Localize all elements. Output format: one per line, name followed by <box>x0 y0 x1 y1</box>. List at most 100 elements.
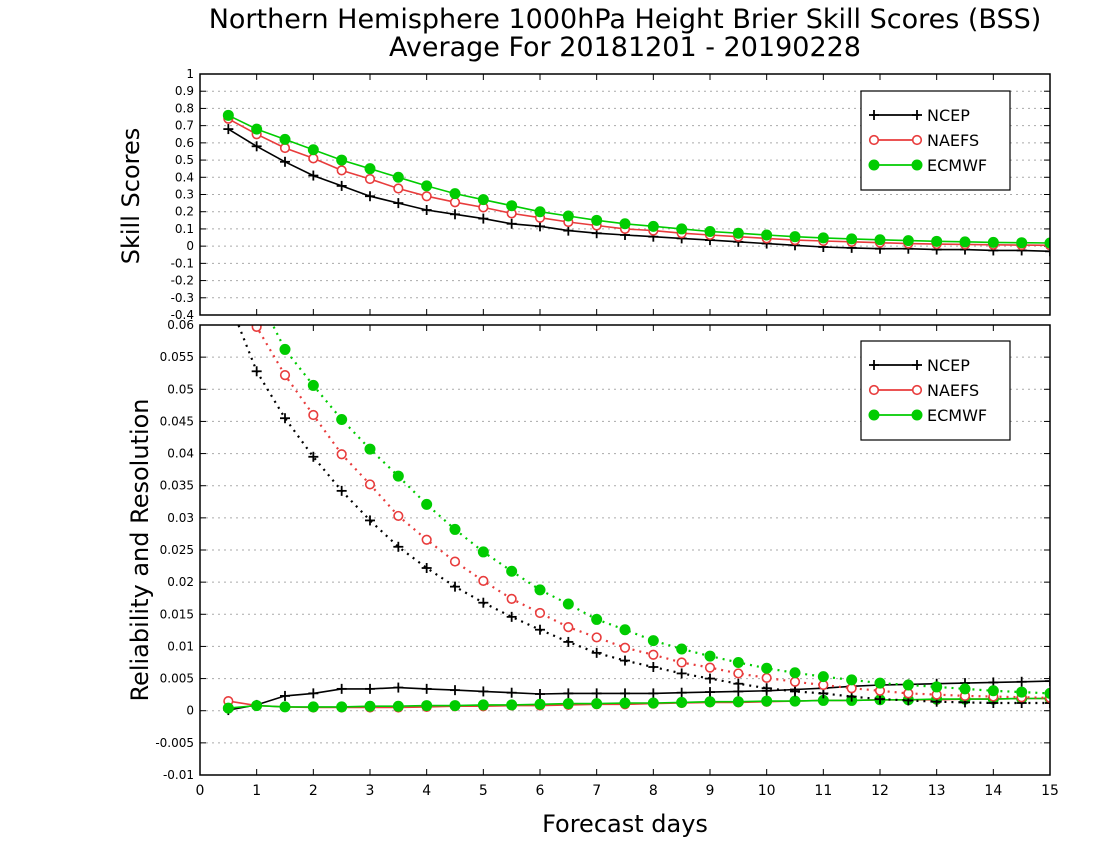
legend-label-ecmwf: ECMWF <box>927 406 987 425</box>
data-point-ncep <box>251 141 262 152</box>
y-tick-label-bottom: 0.04 <box>167 447 194 461</box>
data-point-naefs <box>478 575 489 586</box>
legend-marker-naefs <box>911 134 923 146</box>
data-point-ecmwf <box>761 229 773 241</box>
data-point-ecmwf <box>1016 686 1028 698</box>
legend-label-naefs: NAEFS <box>927 381 979 400</box>
data-point-ecmwf <box>789 231 801 243</box>
x-tick-label: 9 <box>706 783 715 799</box>
data-point-ecmwf <box>534 584 546 596</box>
data-point-ecmwf <box>676 696 688 708</box>
data-point-ncep <box>1045 698 1050 708</box>
legend-marker-ecmwf <box>911 159 923 171</box>
data-point-ncep <box>308 451 319 462</box>
data-point-ecmwf <box>846 233 858 245</box>
data-point-ecmwf <box>761 662 773 674</box>
data-point-ecmwf <box>647 220 659 232</box>
y-tick-label-bottom: 0.055 <box>160 350 194 364</box>
panel-frame-bottom <box>199 324 1051 776</box>
data-point-ecmwf <box>279 133 291 145</box>
data-point-ecmwf <box>421 498 433 510</box>
data-point-ecmwf <box>789 667 801 679</box>
data-point-ecmwf <box>591 214 603 226</box>
legend-marker-ecmwf <box>868 409 880 421</box>
data-point-ncep <box>535 689 545 699</box>
data-point-naefs <box>336 165 347 176</box>
legend-marker-naefs <box>911 384 923 396</box>
x-tick-label: 13 <box>928 783 946 799</box>
data-point-ncep <box>280 413 290 424</box>
data-point-ecmwf <box>449 700 461 712</box>
legend-label-ecmwf: ECMWF <box>927 156 987 175</box>
data-point-naefs <box>676 657 687 668</box>
data-point-ncep <box>563 636 574 647</box>
y-tick-label-bottom: -0.01 <box>163 768 194 782</box>
x-tick-label: 5 <box>479 783 488 799</box>
data-point-naefs <box>563 622 574 633</box>
data-point-ecmwf <box>449 523 461 535</box>
data-point-ncep <box>421 683 432 694</box>
legend-marker-ecmwf <box>868 159 880 171</box>
y-tick-label-top: 0.2 <box>175 205 194 219</box>
data-point-ecmwf <box>846 674 858 686</box>
x-tick-label: 10 <box>758 783 776 799</box>
data-point-ncep <box>676 687 687 698</box>
y-tick-label-bottom: 0.01 <box>167 639 194 653</box>
data-point-ncep <box>1016 676 1027 687</box>
y-tick-label-bottom: 0.05 <box>167 382 194 396</box>
data-point-ncep <box>506 218 517 229</box>
y-tick-label-top: 0.5 <box>175 153 194 167</box>
data-point-ncep <box>563 225 574 236</box>
data-point-ncep <box>450 209 460 220</box>
data-point-naefs <box>308 153 319 164</box>
data-point-ecmwf <box>1044 687 1050 699</box>
data-point-ncep <box>1045 246 1050 257</box>
legend-marker-ncep <box>912 360 922 370</box>
data-point-ncep <box>535 624 545 635</box>
chart-title: Northern Hemisphere 1000hPa Height Brier… <box>208 4 1042 35</box>
x-tick-label: 14 <box>984 783 1002 799</box>
data-point-ncep <box>591 647 602 658</box>
reliability-resolution-panel: -0.01 -0.005 0 0.005 0.01 0.015 0.02 0.025 0.03 0… <box>155 243 1059 799</box>
data-point-ecmwf <box>987 236 999 248</box>
data-point-ecmwf <box>392 470 404 482</box>
y-tick-label-top: 0.9 <box>175 84 194 98</box>
series-group-top <box>222 109 1050 257</box>
data-point-ncep <box>478 597 489 608</box>
legend-marker-ncep <box>869 360 879 370</box>
x-tick-label: 2 <box>309 783 318 799</box>
data-point-ecmwf <box>223 243 233 253</box>
data-point-ncep <box>733 678 744 689</box>
data-point-ecmwf <box>1044 237 1050 249</box>
data-point-naefs <box>761 672 772 684</box>
data-point-ecmwf <box>252 288 262 298</box>
data-point-ecmwf <box>477 194 489 206</box>
data-point-ncep <box>393 541 404 552</box>
legend-marker-ncep <box>912 110 922 120</box>
data-point-ecmwf <box>817 232 829 244</box>
data-point-ecmwf <box>647 635 659 647</box>
legend-top: NCEP NAEFS ECMWF <box>860 90 1011 191</box>
data-point-ncep <box>506 687 517 698</box>
data-point-ncep <box>591 688 602 699</box>
x-axis-label: Forecast days <box>542 810 708 838</box>
data-point-ecmwf <box>761 695 773 707</box>
data-point-ecmwf <box>506 699 518 711</box>
data-point-ecmwf <box>251 123 263 135</box>
x-tick-label: 1 <box>252 783 261 799</box>
y-tick-label-bottom: 0.045 <box>160 414 194 428</box>
data-point-ecmwf <box>704 226 716 238</box>
data-point-ecmwf <box>676 643 688 655</box>
skill-scores-panel: -0.4 -0.3 -0.2 -0.1 0 0.1 0.2 0.3 0.4 0.5 0.6 0.7 0.… <box>171 67 1051 322</box>
data-point-ncep <box>535 221 545 232</box>
y-tick-label-bottom: 0.025 <box>160 543 194 557</box>
legend-marker-ncep <box>869 110 879 120</box>
data-point-ncep <box>761 683 772 694</box>
data-point-ecmwf <box>364 700 376 712</box>
data-point-ncep <box>676 668 687 679</box>
x-tick-label: 15 <box>1041 783 1059 799</box>
data-point-ecmwf <box>874 677 886 689</box>
data-point-ecmwf <box>732 696 744 708</box>
data-point-ecmwf <box>676 223 688 235</box>
